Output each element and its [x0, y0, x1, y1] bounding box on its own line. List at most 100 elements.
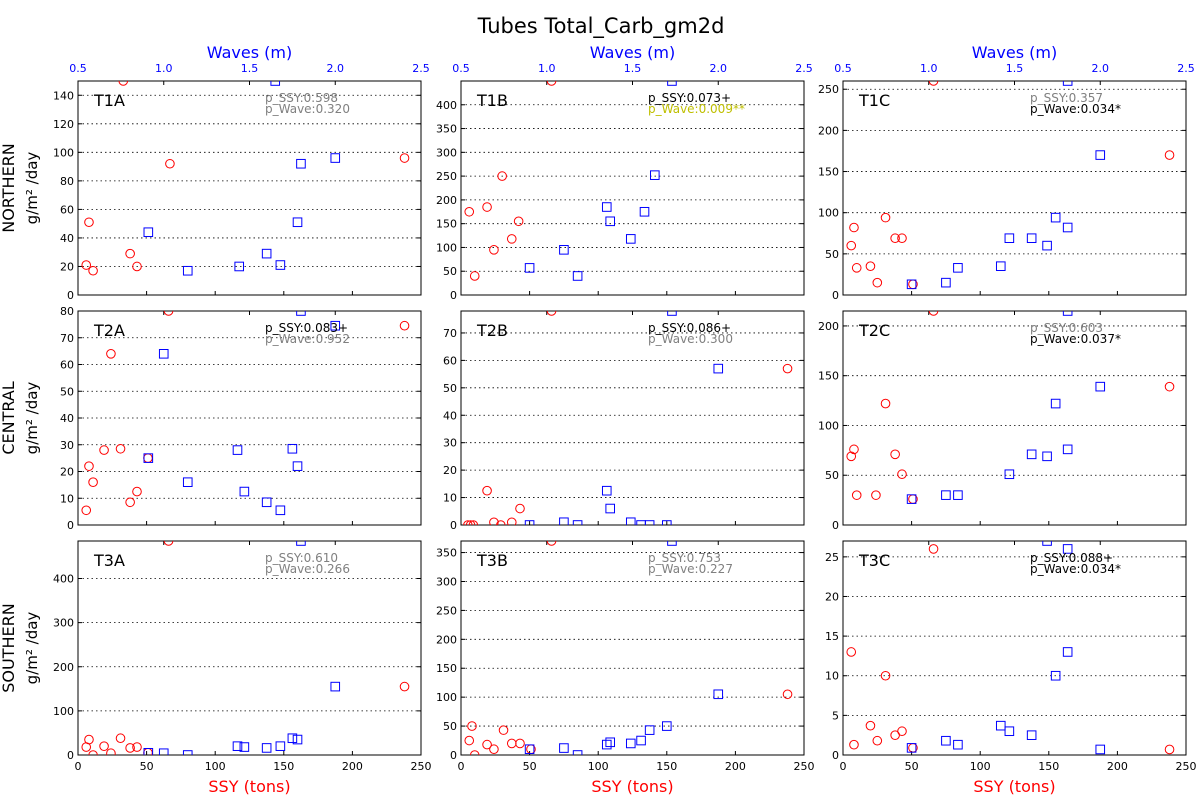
y-tick-label: 150	[818, 370, 839, 383]
row-region-label: SOUTHERN	[0, 603, 18, 692]
wave-point	[524, 263, 535, 273]
y-tick-label: 400	[53, 573, 74, 586]
markers	[846, 81, 1175, 290]
panel-frame	[842, 310, 1187, 526]
ssy-point	[849, 222, 859, 233]
row-region-label: NORTHERN	[0, 143, 18, 233]
x-tick-label: 50	[140, 760, 154, 773]
y-tick-label: 60	[60, 203, 74, 216]
y-tick-label: 20	[60, 260, 74, 273]
ssy-point	[465, 520, 476, 525]
panel-t1a: 0 20 40 60 80 100 120 140 0.5 1.0 1.5 2.0 2.5 T1A p_SS…	[0, 43, 430, 302]
y-tick-label: 40	[60, 412, 74, 425]
panel-id: T2A	[93, 321, 125, 340]
y-tick-label: 350	[436, 547, 457, 560]
panel-t1c: 0 50 100 150 200 250 0.5 1.0 1.5 2.0 2.5 T1C p_SSY:0…	[818, 43, 1195, 302]
y-tick-label: 60	[60, 359, 74, 372]
ssy-point	[84, 734, 94, 745]
y-tick-label: 0	[450, 289, 457, 302]
y-tick-label: 400	[436, 99, 457, 112]
panel-id: T1C	[858, 91, 890, 110]
ssy-point	[498, 725, 509, 735]
panel-frame	[460, 80, 805, 296]
wave-point	[524, 744, 535, 755]
panel-id: T2B	[476, 321, 508, 340]
panel-frame	[77, 540, 422, 756]
y-tick-label: 250	[436, 604, 457, 617]
y-tick-label: 100	[818, 207, 839, 220]
wave-point	[941, 490, 951, 500]
wave-tick-label: 2.5	[795, 62, 813, 75]
y-tick-label: 20	[825, 590, 839, 603]
ssy-point	[880, 670, 891, 681]
x-tick-label: 50	[523, 760, 537, 773]
ssy-point	[489, 744, 499, 755]
ssy-point	[84, 461, 94, 471]
y-tick-label: 150	[818, 166, 839, 179]
ssy-point	[897, 726, 907, 737]
markers	[463, 311, 793, 525]
wave-point	[296, 311, 306, 316]
panel-t3b: 0 50 100 150 200 250 300 350 0 50 100 150 200 250 T3B p…	[436, 540, 815, 796]
y-tick-label: 100	[436, 691, 457, 704]
ssy-point	[468, 520, 479, 525]
p-ssy: p_SSY:0.603	[1030, 321, 1103, 335]
ssy-point	[872, 735, 883, 746]
x-tick-label: 0	[75, 760, 82, 773]
x-axis-title: SSY (tons)	[208, 777, 290, 796]
y-tick-label: 100	[818, 419, 839, 432]
ssy-point	[506, 234, 517, 244]
y-tick-label: 150	[436, 662, 457, 675]
wave-point	[232, 741, 243, 751]
wave-point	[275, 505, 286, 516]
ssy-point	[399, 153, 410, 163]
wave-point	[1062, 444, 1073, 455]
y-tick-label: 5	[832, 709, 839, 722]
y-tick-label: 30	[60, 439, 74, 452]
wave-point	[906, 279, 917, 290]
y-tick-label: 300	[53, 617, 74, 630]
p-wave: p_Wave:0.034*	[1030, 102, 1121, 116]
p-wave: p_Wave:0.034*	[1030, 562, 1121, 576]
ssy-point	[163, 541, 174, 546]
wave-point	[1004, 726, 1015, 737]
wave-tick-label: 0.5	[69, 62, 87, 75]
x-axis-title: SSY (tons)	[973, 777, 1055, 796]
panel-frame	[842, 80, 1187, 296]
wave-point	[1026, 449, 1037, 460]
panel-frame	[460, 310, 805, 526]
y-tick-label: 20	[443, 464, 457, 477]
y-tick-label: 50	[443, 382, 457, 395]
ssy-point	[84, 217, 94, 228]
markers	[464, 541, 793, 755]
ssy-point	[132, 261, 142, 272]
wave-point	[296, 158, 306, 169]
ssy-point	[897, 469, 907, 480]
p-wave: p_Wave:0.266	[265, 562, 350, 576]
wave-point	[270, 81, 281, 86]
x-tick-label: 100	[970, 760, 991, 773]
y-tick-label: 250	[818, 83, 839, 96]
wave-point	[239, 742, 250, 752]
wave-point	[662, 721, 672, 731]
wave-tick-label: 1.5	[241, 62, 259, 75]
ssy-point	[851, 263, 862, 273]
wave-point	[1050, 670, 1061, 681]
y-tick-label: 40	[443, 409, 457, 422]
wave-axis-title: Waves (m)	[207, 43, 292, 62]
panel-frame	[460, 540, 805, 756]
wave-point	[636, 735, 646, 746]
ssy-point	[851, 490, 862, 500]
y-tick-label: 10	[60, 492, 74, 505]
wave-point	[906, 743, 917, 753]
ssy-point	[106, 748, 116, 755]
ssy-point	[928, 544, 939, 554]
wave-point	[330, 681, 341, 692]
panel-t2b: 0 10 20 30 40 50 60 70 T2B p_SSY:0.086+p_Wave:0.3…	[443, 310, 805, 532]
wave-tick-label: 1.5	[624, 62, 642, 75]
y-tick-label: 200	[436, 633, 457, 646]
wave-point	[713, 363, 724, 374]
x-tick-label: 150	[273, 760, 294, 773]
